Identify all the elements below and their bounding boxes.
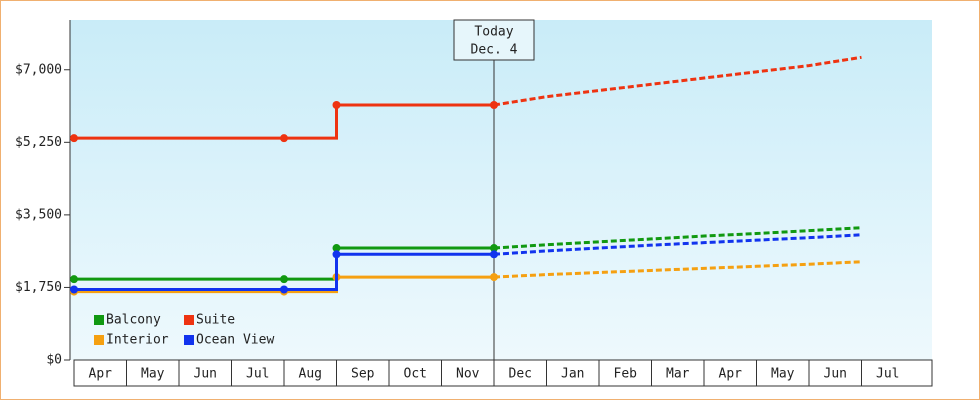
today-label: Today <box>474 25 513 40</box>
x-tick-label: Nov <box>456 367 480 382</box>
legend-swatch <box>94 335 104 345</box>
point <box>490 244 498 253</box>
x-tick-label: May <box>771 367 795 382</box>
legend-label: Interior <box>106 333 169 348</box>
y-tick-label: $1,750 <box>15 280 62 295</box>
x-tick-label: Oct <box>404 367 427 382</box>
series-line <box>74 275 494 294</box>
x-tick-label: Jul <box>246 367 269 382</box>
x-tick-label: Jul <box>876 367 899 382</box>
y-tick-label: $7,000 <box>15 62 62 77</box>
point <box>280 285 288 294</box>
x-tick-label: Mar <box>666 367 690 382</box>
x-tick-label: Sep <box>351 367 375 382</box>
series-line <box>74 252 494 292</box>
point <box>332 101 341 109</box>
point <box>490 273 498 282</box>
forecast-line <box>493 55 862 107</box>
y-tick-label: $3,500 <box>15 207 62 222</box>
x-tick-label: Apr <box>89 367 113 382</box>
today-box <box>453 19 535 61</box>
x-tick-label: Feb <box>614 367 638 382</box>
series-line <box>74 246 494 281</box>
point <box>70 134 78 143</box>
point <box>490 250 498 259</box>
y-tick-label: $5,250 <box>15 135 62 150</box>
point <box>332 244 341 253</box>
forecast-line <box>493 233 862 256</box>
forecast-line <box>493 260 862 279</box>
forecast-line <box>493 226 862 250</box>
y-tick-label: $0 <box>46 353 62 368</box>
point <box>70 275 78 284</box>
point <box>280 134 288 143</box>
x-tick-label: Jun <box>824 367 847 382</box>
legend-swatch <box>184 315 194 325</box>
point <box>280 275 288 284</box>
point <box>70 285 78 294</box>
point <box>490 101 498 109</box>
legend-swatch <box>184 335 194 345</box>
x-tick-label: Apr <box>719 367 743 382</box>
series-line <box>74 103 494 140</box>
x-tick-label: Jun <box>194 367 217 382</box>
x-tick-label: May <box>141 367 165 382</box>
legend-label: Ocean View <box>196 333 274 348</box>
plot-area <box>70 20 932 360</box>
legend-label: Suite <box>196 313 235 328</box>
legend-label: Balcony <box>106 313 161 328</box>
x-tick-label: Dec <box>509 367 532 382</box>
x-tick-label: Jan <box>561 367 584 382</box>
point <box>332 250 341 259</box>
legend-swatch <box>94 315 104 325</box>
x-tick-label: Aug <box>299 367 322 382</box>
today-date: Dec. 4 <box>471 43 518 58</box>
